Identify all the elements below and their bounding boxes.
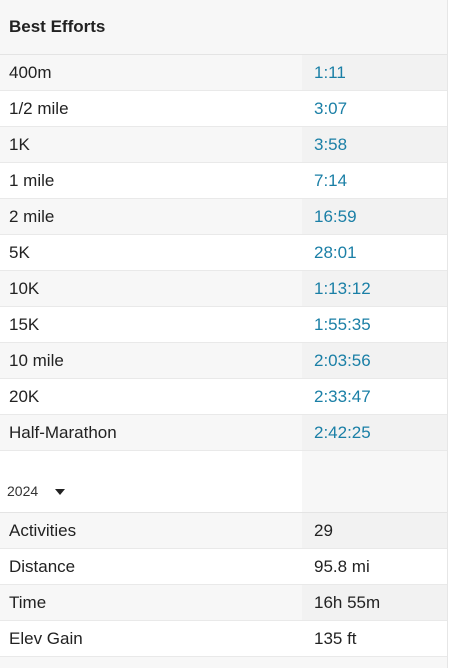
table-row: Activities 29 bbox=[0, 513, 447, 549]
table-row: 20K 2:33:47 bbox=[0, 379, 447, 415]
table-row: 1K 3:58 bbox=[0, 127, 447, 163]
table-row: Elev Gain 135 ft bbox=[0, 621, 447, 657]
year-stats-table: Activities 29 Distance 95.8 mi Time 16h 55m… bbox=[0, 513, 447, 657]
effort-label: 1 mile bbox=[0, 163, 302, 198]
effort-value: 2:42:25 bbox=[302, 415, 447, 450]
effort-label: Half-Marathon bbox=[0, 415, 302, 450]
table-row: 2 mile 16:59 bbox=[0, 199, 447, 235]
effort-time-link[interactable]: 1:13:12 bbox=[314, 278, 371, 298]
effort-value: 1:13:12 bbox=[302, 271, 447, 306]
effort-time-link[interactable]: 2:42:25 bbox=[314, 422, 371, 442]
effort-value: 2:33:47 bbox=[302, 379, 447, 414]
table-row: 10 mile 2:03:56 bbox=[0, 343, 447, 379]
table-row: 15K 1:55:35 bbox=[0, 307, 447, 343]
table-row: Distance 95.8 mi bbox=[0, 549, 447, 585]
stat-value: 29 bbox=[302, 513, 447, 548]
effort-value: 1:55:35 bbox=[302, 307, 447, 342]
best-efforts-title: Best Efforts bbox=[0, 0, 447, 55]
effort-label: 10 mile bbox=[0, 343, 302, 378]
effort-value: 7:14 bbox=[302, 163, 447, 198]
effort-value: 3:58 bbox=[302, 127, 447, 162]
table-row: 1/2 mile 3:07 bbox=[0, 91, 447, 127]
effort-label: 2 mile bbox=[0, 199, 302, 234]
effort-value: 16:59 bbox=[302, 199, 447, 234]
effort-time-link[interactable]: 2:03:56 bbox=[314, 350, 371, 370]
effort-label: 1K bbox=[0, 127, 302, 162]
year-selector-row: 2024 bbox=[0, 451, 447, 513]
best-efforts-table: 400m 1:11 1/2 mile 3:07 1K 3:58 1 mile 7:14 … bbox=[0, 55, 447, 451]
effort-time-link[interactable]: 2:33:47 bbox=[314, 386, 371, 406]
effort-time-link[interactable]: 3:58 bbox=[314, 134, 348, 154]
table-row: Half-Marathon 2:42:25 bbox=[0, 415, 447, 451]
table-row: 400m 1:11 bbox=[0, 55, 447, 91]
effort-value: 1:11 bbox=[302, 55, 447, 90]
effort-value: 2:03:56 bbox=[302, 343, 447, 378]
stat-value-text: 16h 55m bbox=[314, 592, 381, 612]
effort-time-link[interactable]: 3:07 bbox=[314, 98, 348, 118]
effort-label: 20K bbox=[0, 379, 302, 414]
year-dropdown[interactable]: 2024 bbox=[7, 483, 66, 499]
stat-label: Elev Gain bbox=[0, 621, 302, 656]
effort-time-link[interactable]: 7:14 bbox=[314, 170, 348, 190]
stat-value-text: 29 bbox=[314, 520, 333, 540]
effort-time-link[interactable]: 28:01 bbox=[314, 242, 357, 262]
stat-value: 95.8 mi bbox=[302, 549, 447, 584]
effort-label: 1/2 mile bbox=[0, 91, 302, 126]
stat-label: Time bbox=[0, 585, 302, 620]
effort-time-link[interactable]: 1:11 bbox=[314, 62, 346, 82]
table-row: 1 mile 7:14 bbox=[0, 163, 447, 199]
year-selector-spacer bbox=[302, 451, 447, 512]
chevron-down-icon bbox=[55, 488, 66, 495]
year-selector-cell: 2024 bbox=[0, 451, 302, 512]
stat-value-text: 135 ft bbox=[314, 628, 357, 648]
table-row: 5K 28:01 bbox=[0, 235, 447, 271]
effort-label: 10K bbox=[0, 271, 302, 306]
stat-value: 135 ft bbox=[302, 621, 447, 656]
stat-value: 16h 55m bbox=[302, 585, 447, 620]
table-row: Time 16h 55m bbox=[0, 585, 447, 621]
stat-value-text: 95.8 mi bbox=[314, 556, 370, 576]
year-dropdown-value: 2024 bbox=[7, 483, 39, 499]
effort-label: 15K bbox=[0, 307, 302, 342]
effort-time-link[interactable]: 1:55:35 bbox=[314, 314, 371, 334]
effort-value: 3:07 bbox=[302, 91, 447, 126]
effort-label: 400m bbox=[0, 55, 302, 90]
stat-label: Activities bbox=[0, 513, 302, 548]
effort-value: 28:01 bbox=[302, 235, 447, 270]
table-row: 10K 1:13:12 bbox=[0, 271, 447, 307]
stat-label: Distance bbox=[0, 549, 302, 584]
effort-time-link[interactable]: 16:59 bbox=[314, 206, 357, 226]
effort-label: 5K bbox=[0, 235, 302, 270]
